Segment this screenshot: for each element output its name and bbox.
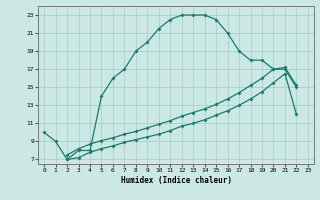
X-axis label: Humidex (Indice chaleur): Humidex (Indice chaleur) <box>121 176 231 185</box>
